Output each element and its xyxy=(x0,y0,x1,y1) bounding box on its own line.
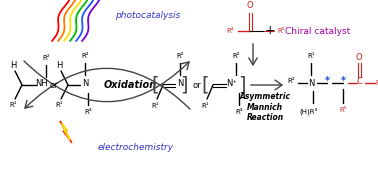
Text: Oxidation: Oxidation xyxy=(103,80,156,90)
Text: R²: R² xyxy=(232,53,240,59)
FancyArrowPatch shape xyxy=(25,68,190,109)
Text: [: [ xyxy=(201,76,209,94)
Text: R¹: R¹ xyxy=(9,102,17,108)
Text: ]: ] xyxy=(180,76,188,94)
Text: NH: NH xyxy=(36,78,48,88)
Text: electrochemistry: electrochemistry xyxy=(98,142,174,151)
Text: R³: R³ xyxy=(235,109,243,115)
FancyArrowPatch shape xyxy=(249,44,257,65)
Text: R⁴: R⁴ xyxy=(226,28,234,34)
Text: R²: R² xyxy=(287,78,295,84)
Text: R⁴: R⁴ xyxy=(375,80,378,86)
Text: H: H xyxy=(56,61,62,69)
Text: (H)R³: (H)R³ xyxy=(299,107,317,115)
Text: N: N xyxy=(82,79,88,89)
Text: Asymmetric
Mannich
Reaction: Asymmetric Mannich Reaction xyxy=(240,92,291,122)
Text: Chiral catalyst: Chiral catalyst xyxy=(285,27,351,35)
Text: N: N xyxy=(177,78,183,88)
Text: R³: R³ xyxy=(84,109,92,115)
Text: R⁵: R⁵ xyxy=(339,107,347,113)
Text: R²: R² xyxy=(81,53,89,59)
Polygon shape xyxy=(60,121,72,143)
Text: *: * xyxy=(341,76,345,86)
Text: R¹: R¹ xyxy=(307,53,315,59)
Text: photocatalysis: photocatalysis xyxy=(115,10,180,19)
FancyArrowPatch shape xyxy=(24,61,189,102)
Text: R¹: R¹ xyxy=(201,103,209,109)
Text: R¹: R¹ xyxy=(151,103,159,109)
FancyArrowPatch shape xyxy=(251,80,282,90)
Text: +: + xyxy=(265,25,275,38)
Text: R¹: R¹ xyxy=(55,102,63,108)
Text: or: or xyxy=(50,80,58,90)
Text: or: or xyxy=(193,80,201,90)
Polygon shape xyxy=(62,123,70,140)
Text: R²: R² xyxy=(42,55,50,61)
Text: H: H xyxy=(10,61,16,69)
Text: R²: R² xyxy=(176,53,184,59)
Text: [: [ xyxy=(151,76,159,94)
Text: R⁵: R⁵ xyxy=(277,28,285,34)
Text: ]: ] xyxy=(238,76,246,94)
Text: N: N xyxy=(308,78,314,88)
Text: O: O xyxy=(247,1,253,9)
Text: N⁺: N⁺ xyxy=(226,78,237,88)
Text: *: * xyxy=(324,76,330,86)
Text: O: O xyxy=(356,53,362,62)
Text: C: C xyxy=(356,78,362,87)
